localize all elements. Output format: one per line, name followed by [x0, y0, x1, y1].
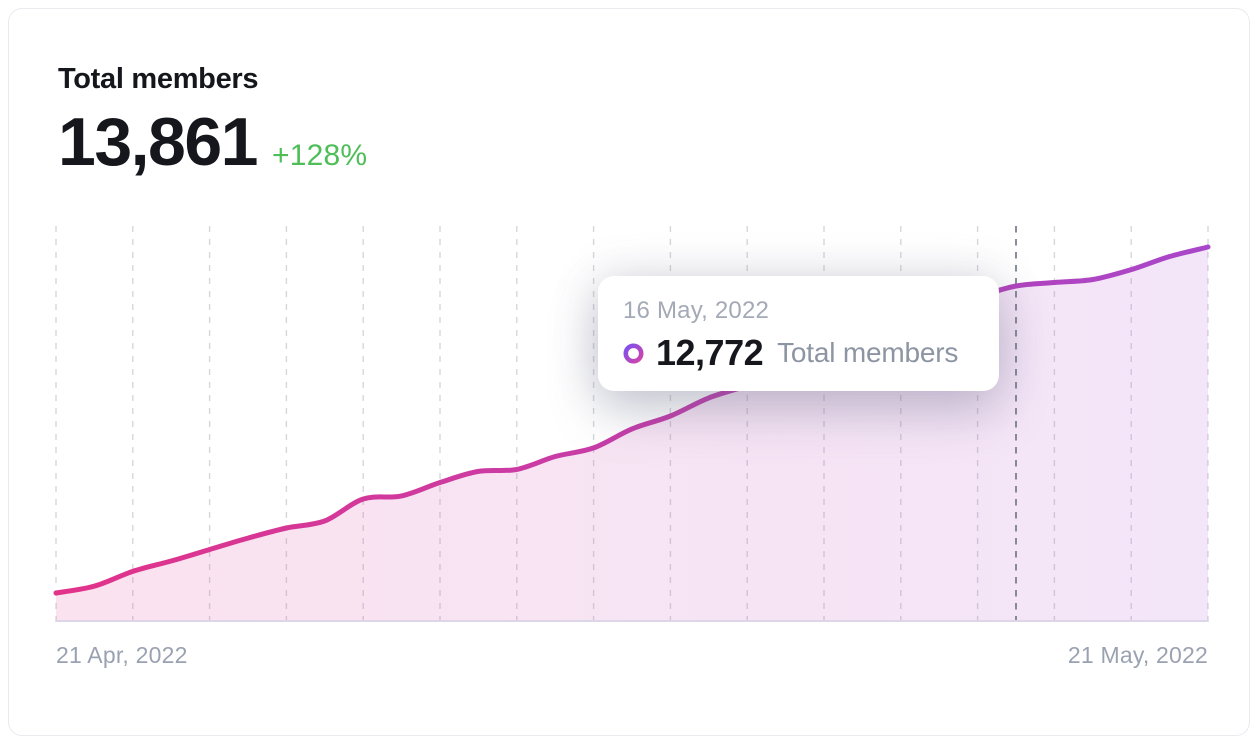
tooltip-value: 12,772	[656, 332, 764, 373]
metric-delta-badge: +128%	[271, 139, 368, 172]
x-axis-labels: 21 Apr, 2022 21 May, 2022	[56, 642, 1208, 669]
series-line	[53, 244, 1211, 596]
area-chart[interactable]: 16 May, 2022 12,772 Total members 21 Apr…	[53, 226, 1211, 668]
series-marker-ring-icon	[623, 343, 644, 363]
x-axis-start-label: 21 Apr, 2022	[56, 642, 188, 668]
total-members-card: Total members 13,861 +128%	[8, 8, 1250, 736]
chart-tooltip: 16 May, 2022 12,772 Total members	[598, 276, 999, 391]
card-title: Total members	[58, 63, 259, 95]
card-header: Total members 13,861 +128%	[58, 63, 367, 176]
metric-row: 13,861 +128%	[58, 108, 367, 176]
tooltip-value-row: 12,772 Total members	[623, 332, 973, 374]
tooltip-series-label: Total members	[777, 337, 959, 368]
tooltip-date: 16 May, 2022	[623, 297, 770, 324]
x-axis-end-label: 21 May, 2022	[1067, 642, 1208, 668]
metric-value: 13,861	[58, 104, 258, 180]
